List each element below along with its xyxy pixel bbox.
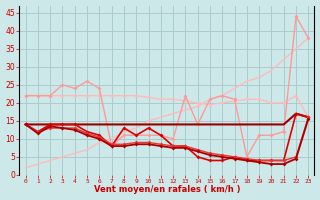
X-axis label: Vent moyen/en rafales ( km/h ): Vent moyen/en rafales ( km/h ) [94, 185, 240, 194]
